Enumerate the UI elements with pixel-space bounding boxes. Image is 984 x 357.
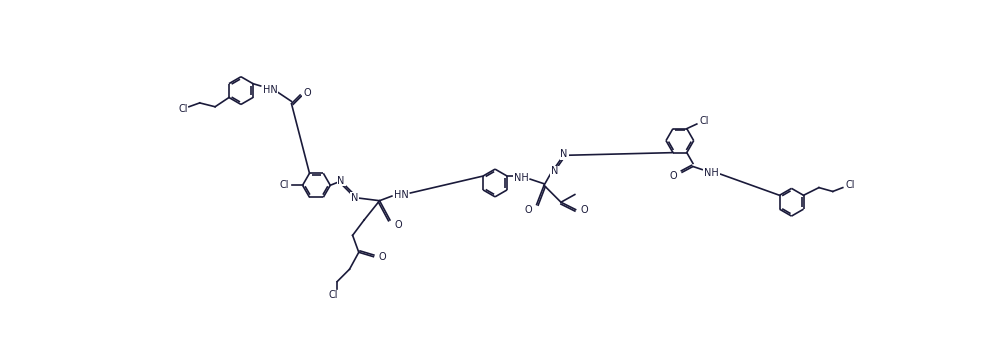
Text: N: N — [560, 150, 568, 160]
Text: N: N — [351, 193, 358, 203]
Text: Cl: Cl — [329, 290, 338, 300]
Text: O: O — [303, 88, 311, 98]
Text: Cl: Cl — [178, 104, 188, 114]
Text: N: N — [551, 166, 559, 176]
Text: O: O — [395, 220, 401, 230]
Text: N: N — [338, 176, 344, 186]
Text: HN: HN — [263, 85, 277, 95]
Text: O: O — [378, 252, 386, 262]
Text: NH: NH — [514, 172, 528, 182]
Text: Cl: Cl — [700, 116, 709, 126]
Text: O: O — [524, 205, 532, 215]
Text: HN: HN — [394, 190, 408, 200]
Text: O: O — [581, 205, 587, 215]
Text: NH: NH — [705, 168, 718, 178]
Text: O: O — [670, 171, 678, 181]
Text: Cl: Cl — [279, 180, 289, 190]
Text: Cl: Cl — [845, 180, 855, 190]
